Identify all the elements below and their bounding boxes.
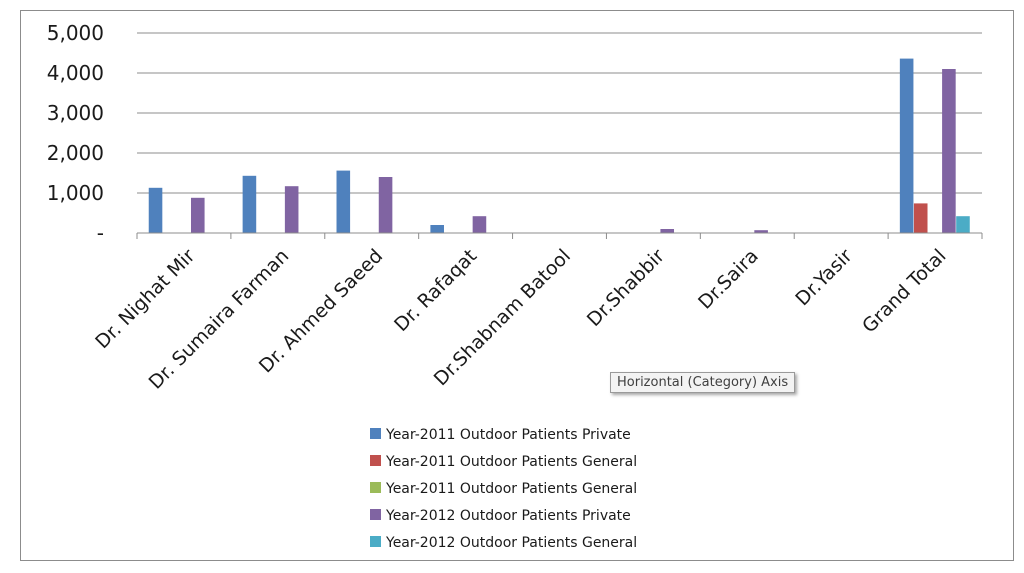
legend-swatch — [370, 509, 381, 520]
legend-label: Year-2012 Outdoor Patients General — [385, 535, 637, 551]
x-tick-label: Dr. Rafaqat — [390, 245, 481, 336]
y-tick-label: - — [97, 221, 104, 245]
y-tick-label: 1,000 — [47, 181, 104, 205]
bar — [472, 216, 487, 233]
bar — [430, 225, 444, 233]
legend-label: Year-2012 Outdoor Patients Private — [385, 508, 631, 524]
y-tick-label: 5,000 — [47, 21, 104, 45]
bar — [378, 177, 393, 233]
bars — [148, 58, 970, 233]
bar — [754, 230, 768, 233]
y-tick-label: 4,000 — [47, 61, 104, 85]
x-tick-label: Grand Total — [858, 245, 950, 337]
bar — [148, 187, 163, 233]
legend-swatch — [370, 428, 381, 439]
chart-frame — [20, 10, 1014, 561]
legend-swatch — [370, 455, 381, 466]
x-tick-label: Dr.Shabbir — [583, 245, 669, 331]
legend-swatch — [370, 536, 381, 547]
bar — [660, 229, 675, 233]
bar — [913, 203, 928, 233]
bar — [942, 69, 956, 233]
x-tick-label: Dr.Saira — [694, 245, 763, 314]
x-tick-label: Dr. Nighat Mir — [91, 245, 199, 353]
y-tick-label: 3,000 — [47, 101, 104, 125]
y-tick-label: 2,000 — [47, 141, 104, 165]
legend: Year-2011 Outdoor Patients Private Year-2… — [370, 427, 637, 551]
axis-tooltip: Horizontal (Category) Axis — [610, 372, 796, 393]
bar — [284, 186, 299, 233]
legend-label: Year-2011 Outdoor Patients General — [385, 481, 637, 497]
bar — [242, 175, 257, 233]
legend-label: Year-2011 Outdoor Patients Private — [385, 427, 631, 443]
bar — [190, 197, 205, 233]
gridlines — [137, 32, 982, 194]
bar — [956, 216, 970, 233]
y-axis-tick-labels: - 1,000 2,000 3,000 4,000 5,000 — [47, 21, 104, 245]
bar — [336, 170, 351, 233]
x-axis — [136, 232, 983, 239]
legend-swatch — [370, 482, 381, 493]
bar — [899, 58, 914, 233]
legend-label: Year-2011 Outdoor Patients General — [385, 454, 637, 470]
x-tick-label: Dr.Yasir — [791, 245, 856, 310]
